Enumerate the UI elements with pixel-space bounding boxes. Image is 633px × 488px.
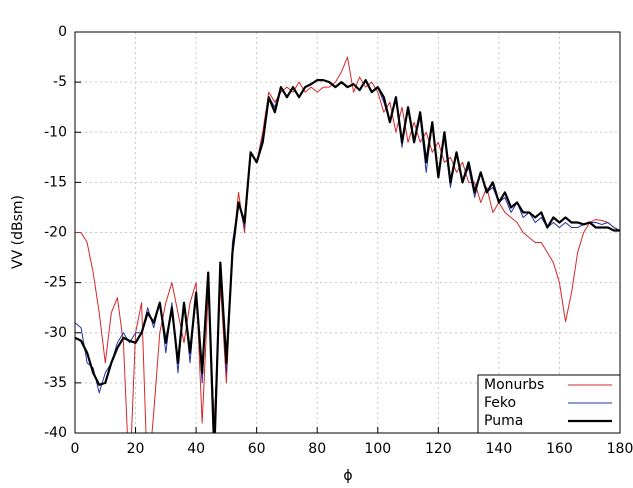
series-line [75, 56, 620, 433]
legend-label: Puma [484, 413, 523, 429]
x-tick-label: 60 [248, 441, 266, 457]
x-tick-label: 40 [187, 441, 205, 457]
y-tick-label: -35 [44, 375, 67, 391]
y-tick-label: -20 [44, 225, 67, 241]
y-tick-label: -25 [44, 275, 67, 291]
x-tick-label: 140 [486, 441, 513, 457]
y-tick-label: -30 [44, 325, 67, 341]
legend-label: Monurbs [484, 377, 544, 393]
x-tick-label: 80 [308, 441, 326, 457]
y-tick-label: -40 [44, 425, 67, 441]
x-tick-label: 180 [607, 441, 633, 457]
x-tick-label: 120 [425, 441, 452, 457]
y-tick-label: -15 [44, 174, 67, 190]
x-tick-label: 160 [546, 441, 573, 457]
x-axis-label: ϕ [343, 468, 352, 484]
y-tick-label: 0 [58, 24, 67, 40]
x-tick-label: 20 [127, 441, 145, 457]
y-tick-label: -10 [44, 124, 67, 140]
series-line [75, 79, 620, 433]
y-axis-label: VV (dBsm) [10, 195, 26, 269]
y-tick-label: -5 [53, 74, 67, 90]
plot-lines [75, 56, 620, 433]
x-tick-label: 0 [71, 441, 80, 457]
plot-frame [74, 31, 621, 434]
x-tick-label: 100 [364, 441, 391, 457]
legend-label: Feko [484, 395, 516, 411]
